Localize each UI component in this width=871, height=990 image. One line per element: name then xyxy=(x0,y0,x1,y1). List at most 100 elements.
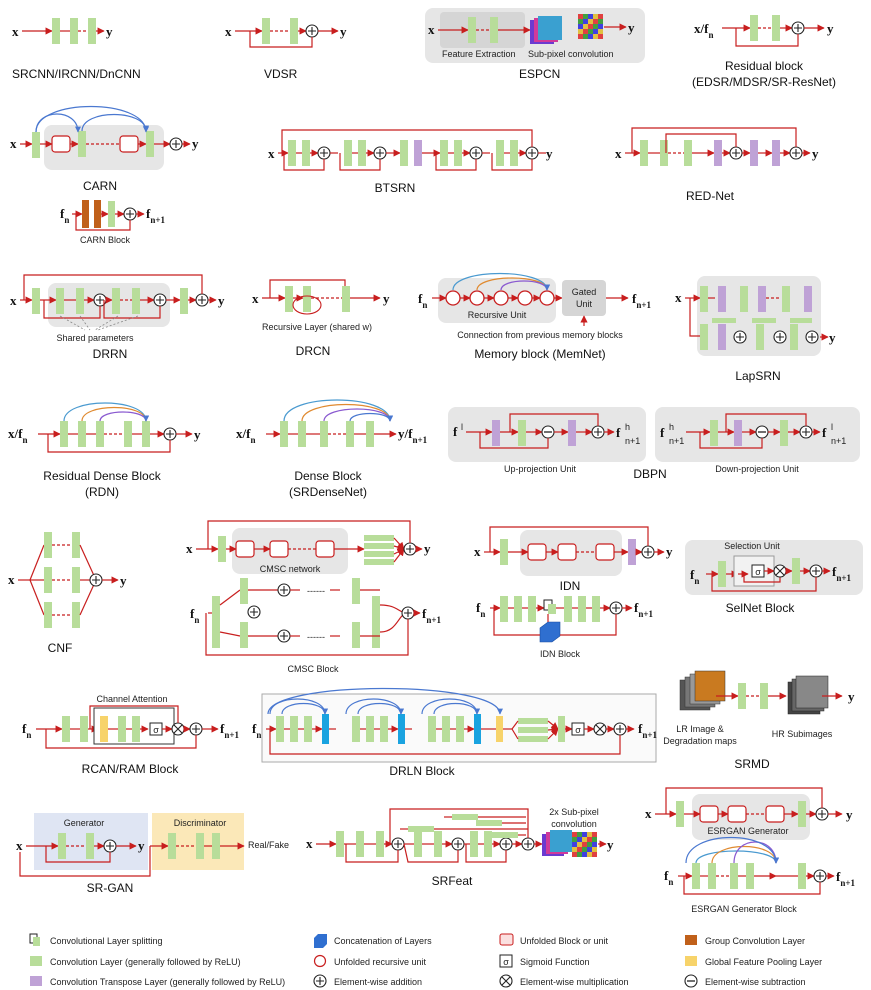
conv-layer xyxy=(88,18,96,44)
connector xyxy=(665,133,737,153)
variable-subscript: n+1 xyxy=(426,615,441,625)
dense-skip-arc xyxy=(283,399,393,422)
legend-block xyxy=(499,933,514,946)
conv-layer xyxy=(44,567,52,593)
gated-unit xyxy=(562,280,606,316)
idn-output: y xyxy=(666,544,673,559)
conv-layer xyxy=(290,18,298,44)
deconv-layer xyxy=(734,420,742,446)
legend-deconv xyxy=(30,976,42,986)
conv-layer xyxy=(676,801,684,827)
resblock-output: y xyxy=(827,21,834,36)
legend-sigma: σ xyxy=(503,957,509,967)
variable-base: f xyxy=(190,606,195,621)
conv-layer xyxy=(180,288,188,314)
subpixel-pixel xyxy=(572,842,577,847)
legend-label-pool: Global Feature Pooling Layer xyxy=(705,957,822,967)
concat-dense xyxy=(322,714,329,744)
conv-layer xyxy=(62,716,70,742)
variable-subscript: n xyxy=(256,730,261,740)
op-mark xyxy=(173,724,183,734)
connector xyxy=(493,608,540,636)
add-node xyxy=(277,629,291,643)
srdensenet-output: y/fn+1 xyxy=(398,426,428,445)
conv-layer xyxy=(428,716,436,742)
connector xyxy=(47,434,171,453)
conv-layer xyxy=(500,596,508,622)
subpixel-pixel xyxy=(588,29,593,34)
conv-layer xyxy=(710,420,718,446)
rednet-output: y xyxy=(812,146,819,161)
multiply-node xyxy=(171,722,185,736)
deconv-layer xyxy=(714,140,722,166)
subpixel-pixel xyxy=(577,852,582,857)
srfeat-branch xyxy=(408,826,434,832)
variable-subscript: n xyxy=(26,730,31,740)
legend-label-split: Convolutional Layer splitting xyxy=(50,936,163,946)
resblock-caption-sub: (EDSR/MDSR/SR-ResNet) xyxy=(692,75,836,89)
add-node xyxy=(163,427,177,441)
conv-layer xyxy=(78,131,86,157)
add-node xyxy=(815,807,829,821)
srmd-output: y xyxy=(848,689,855,704)
variable-base: x xyxy=(615,146,622,161)
conv-layer xyxy=(730,863,738,889)
srfeat-caption: SRFeat xyxy=(432,874,473,888)
conv-layer xyxy=(564,596,572,622)
variable-base: x xyxy=(474,544,481,559)
op-mark xyxy=(501,976,511,986)
legend-recursive xyxy=(313,954,327,968)
legend-label-block: Unfolded Block or unit xyxy=(520,936,609,946)
conv-layer xyxy=(302,140,310,166)
dbpn-up-output-sub: n+1 xyxy=(625,436,640,446)
srfeat-branch xyxy=(452,814,478,820)
conv-layer xyxy=(44,602,52,628)
variable-subscript: n+1 xyxy=(150,215,165,225)
dbpn-down-input-sub: n+1 xyxy=(669,436,684,446)
rednet-caption: RED-Net xyxy=(686,189,735,203)
conv-layer xyxy=(366,421,374,447)
connector xyxy=(29,544,45,581)
conv-layer xyxy=(342,286,350,312)
srfeat-subpix-label: 2x Sub-pixel xyxy=(549,807,599,817)
conv-layer xyxy=(592,596,600,622)
cmsc-block-caption: CMSC Block xyxy=(287,664,339,674)
conv-layer xyxy=(32,288,40,314)
esrgan-block-input: fn xyxy=(664,868,673,887)
subpixel-pixel xyxy=(582,852,587,857)
variable-subscript: n+1 xyxy=(636,300,651,310)
subpixel-pixel xyxy=(598,14,603,19)
conv-layer xyxy=(276,716,284,742)
variable-base: f xyxy=(453,424,458,439)
conv-layer xyxy=(146,131,154,157)
add-node xyxy=(305,24,319,38)
dense-skip-arc xyxy=(99,411,149,422)
conv-layer xyxy=(60,421,68,447)
rednet-input: x xyxy=(615,146,622,161)
conv-layer xyxy=(346,421,354,447)
connector xyxy=(699,432,763,449)
add-node xyxy=(401,606,415,620)
conv-layer xyxy=(692,863,700,889)
espcn-subpixel-label: Sub-pixel convolution xyxy=(528,49,614,59)
subtract-node xyxy=(541,425,555,439)
subpixel-pixel xyxy=(587,852,592,857)
legend-label-deconv: Convolution Transpose Layer (generally f… xyxy=(50,977,285,987)
srmd-caption: SRMD xyxy=(734,757,770,771)
variable-base: y xyxy=(546,146,553,161)
connector xyxy=(683,876,821,895)
subpixel-pixel xyxy=(578,14,583,19)
variable-base: f xyxy=(418,291,423,306)
variable-base: x xyxy=(252,291,259,306)
legend-split xyxy=(33,937,40,946)
add-node xyxy=(791,21,805,35)
selnet-input: fn xyxy=(690,567,699,586)
group-conv xyxy=(82,200,89,228)
idn-block-input: fn xyxy=(476,600,485,619)
recursion-loop xyxy=(292,295,322,315)
deconv-layer xyxy=(718,286,726,312)
conv-layer xyxy=(790,324,798,350)
drln-caption: DRLN Block xyxy=(389,764,455,778)
cnf-input: x xyxy=(8,572,15,587)
op-mark xyxy=(775,566,785,576)
